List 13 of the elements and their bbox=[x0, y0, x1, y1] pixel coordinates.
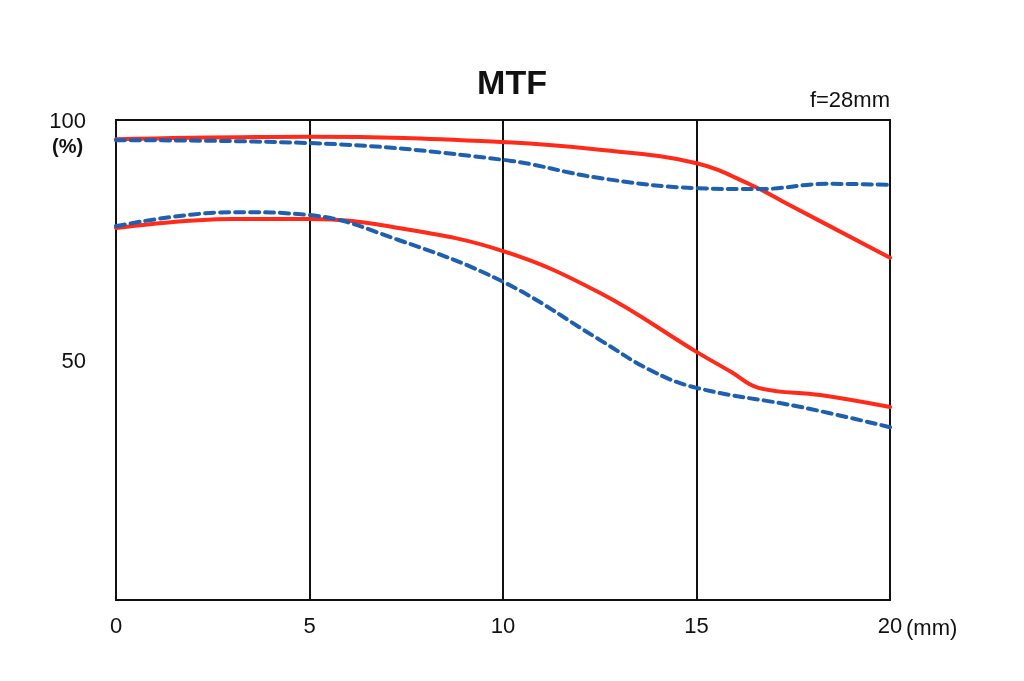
x-axis-title: (mm) bbox=[906, 614, 958, 640]
chart-title: MTF bbox=[477, 63, 547, 101]
x-tick-label: 0 bbox=[109, 612, 123, 638]
x-tick-label: 5 bbox=[303, 612, 316, 638]
text: f=28mm bbox=[809, 86, 890, 112]
y-axis-title: (%) bbox=[52, 135, 84, 157]
y-tick-label: 100 bbox=[49, 107, 86, 133]
line-series bbox=[114, 134, 892, 260]
x-tick-label: 20 bbox=[877, 612, 903, 638]
x-tick-label: 15 bbox=[684, 612, 709, 638]
y-tick-label: 50 bbox=[61, 347, 86, 373]
x-tick-label: 10 bbox=[490, 612, 516, 638]
line-series bbox=[114, 138, 892, 192]
